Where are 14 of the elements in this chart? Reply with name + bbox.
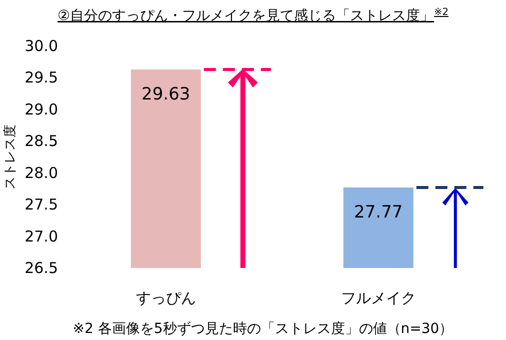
ytick: 28.5: [24, 132, 58, 150]
ylabel: ストレス度: [3, 124, 18, 190]
data-label: 29.63: [142, 84, 190, 104]
ytick: 27.5: [24, 196, 58, 214]
ytick: 27.0: [24, 227, 58, 246]
ytick: 26.5: [24, 259, 58, 277]
data-label: 27.77: [354, 202, 403, 222]
annotation: ※2 各画像を5秒ずつ見た時の「ストレス度」の値（n=30）: [72, 321, 454, 337]
ytick: 28.0: [24, 164, 58, 182]
ytick: 29.5: [24, 68, 58, 87]
ytick: 29.0: [24, 100, 58, 118]
ytick: 30.0: [24, 37, 58, 55]
xtick: フルメイク: [340, 289, 416, 307]
xtick: すっぴん: [136, 289, 196, 307]
